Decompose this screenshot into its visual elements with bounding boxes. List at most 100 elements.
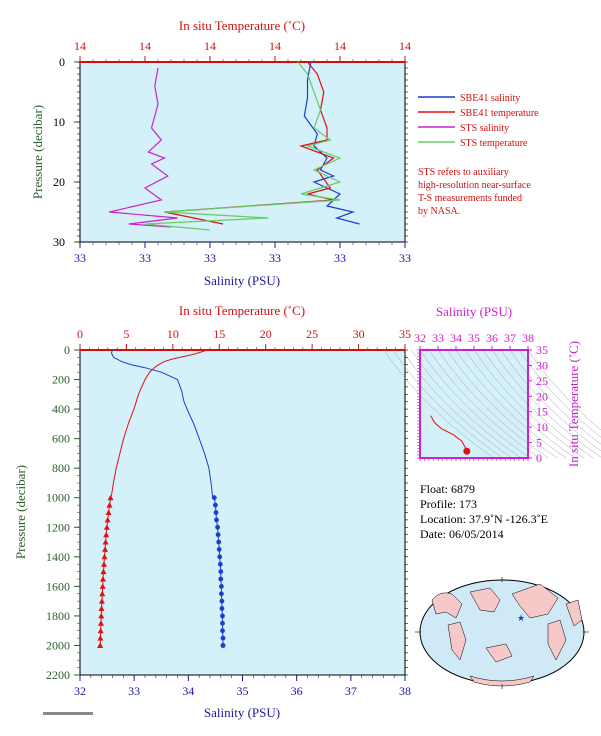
temperature-marker [101,553,108,560]
ts-temperature-tick-label: 25 [536,374,548,388]
float-location-marker: ★ [517,613,525,623]
temperature-marker [103,531,110,538]
top-temp-tick-label: 14 [334,39,346,53]
top-pressure-tick-label: 20 [53,175,65,189]
top-pressure-tick-label: 10 [53,115,65,129]
legend-label-sbe41-temperature: SBE41 temperature [460,108,539,119]
salinity-marker [219,606,225,611]
top-salinity-tick-label: 33 [139,251,151,265]
ts-density-contour [527,349,601,431]
profile-salinity-tick-label: 33 [128,684,140,698]
land-north-america [511,583,559,619]
top-series-line [144,61,342,231]
salinity-marker [220,643,226,648]
top-plot-area [79,61,406,243]
profile-temp-tick-label: 30 [353,327,365,341]
top-temp-axis-label: In situ Temperature (˚C) [179,18,305,33]
temperature-marker [97,635,104,641]
ts-salinity-tick-label: 35 [468,331,480,345]
temperature-marker [99,583,106,589]
top-salinity-tick-label: 33 [74,251,86,265]
top-series-line [109,67,178,228]
profile-pressure-tick-label: 200 [52,373,70,387]
ts-line [430,415,468,452]
top-temp-tick-label: 14 [204,39,216,53]
profile-plot-area [79,349,406,676]
salinity-marker [218,569,224,574]
profile-salinity-ticks: 32 33 34 35 36 37 38 [74,675,411,698]
profile-temp-tick-label: 35 [399,327,411,341]
ts-deep-cluster [463,447,471,455]
temperature-marker [106,502,113,508]
land-asia-west [431,592,463,619]
ts-density-contour [500,349,601,452]
temperature-marker [103,524,110,530]
top-salinity-tick-label: 33 [399,251,411,265]
ts-temperature-tick-label: 35 [536,343,548,357]
ts-temperature-tick-label: 10 [536,420,548,434]
temperature-marker [98,612,105,619]
profile-pressure-tick-label: 600 [52,432,70,446]
salinity-marker [218,576,224,582]
temperature-marker [97,642,104,648]
ts-density-contour [491,349,601,458]
temperature-marker [107,494,114,501]
profile-pressure-ticks: 0 200 400 600 800 1000 1200 1400 1600 1800 2000 220… [46,343,408,682]
top-legend: SBE41 salinity SBE41 temperature STS sal… [418,93,539,149]
temperature-marker [102,539,109,545]
profile-temp-tick-label: 20 [260,327,272,341]
map-ticks [415,577,589,689]
world-map: ★ [415,577,589,689]
location: Location: 37.9˚N -126.3˚E [420,512,548,526]
profile-number: Profile: 173 [420,497,477,511]
profile-temp-tick-label: 0 [77,327,83,341]
salinity-marker [220,613,225,619]
profile-pressure-tick-label: 1200 [46,520,70,534]
profile-salinity-tick-label: 36 [291,684,303,698]
temperature-marker [104,516,111,523]
salinity-marker [216,547,222,552]
top-salinity-tick-label: 33 [204,251,216,265]
ts-temperature-tick-label: 0 [536,451,542,465]
top-note: STS refers to auxiliary high-resolution … [418,167,531,217]
profile-series-group [97,349,226,648]
profile-salinity-tick-label: 35 [237,684,249,698]
ts-density-contour [401,349,513,459]
salinity-marker [211,495,217,501]
top-salinity-ticks: 33 33 33 33 33 33 [74,242,411,265]
profile-temp-tick-label: 10 [167,327,179,341]
top-salinity-axis-label: Salinity (PSU) [204,273,280,288]
top-temp-ticks: 14 14 14 14 14 14 [74,39,411,62]
salinity-marker [219,591,224,597]
top-series-group [109,61,360,231]
top-salinity-tick-label: 33 [269,251,281,265]
profile-line [99,497,112,646]
top-pressure-tick-label: 30 [53,235,65,249]
top-temp-tick-label: 14 [399,39,411,53]
temperature-marker [105,509,112,515]
salinity-marker [215,532,221,538]
top-temp-tick-label: 14 [269,39,281,53]
ts-temperature-tick-label: 15 [536,405,548,419]
top-pressure-tick-label: 0 [59,55,65,69]
profile-temp-ticks: 0 5 10 15 20 25 30 35 [77,327,411,350]
land-asia-east [469,587,501,613]
profile-pressure-tick-label: 1800 [46,609,70,623]
top-pressure-ticks: 0 10 20 30 [53,55,408,249]
temperature-marker [99,590,106,597]
profile-temp-tick-label: 25 [306,327,318,341]
legend-label-sts-temperature: STS temperature [460,138,528,149]
salinity-marker [213,510,219,515]
ts-salinity-tick-label: 32 [414,331,426,345]
profile-pressure-tick-label: 2000 [46,638,70,652]
salinity-marker [215,524,221,530]
footer-credit [43,712,93,715]
temperature-marker [102,546,109,552]
ts-density-contour [419,349,531,459]
ts-temperature-tick-label: 30 [536,358,548,372]
ts-density-contour [392,349,504,459]
ts-density-contour [428,349,540,459]
top-temp-tick-label: 14 [139,39,151,53]
